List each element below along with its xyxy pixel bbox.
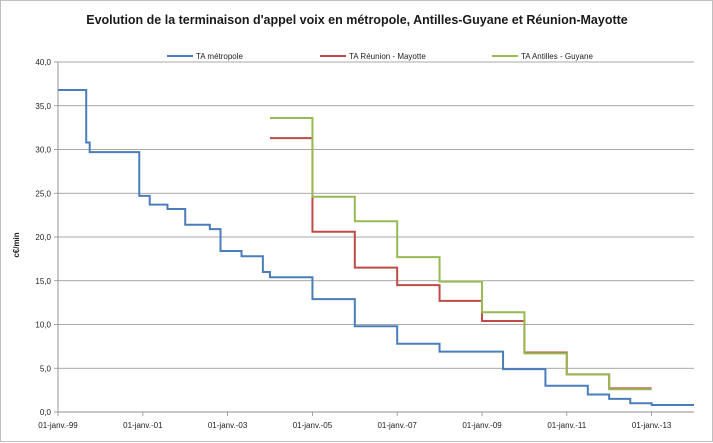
legend-label-2: TA Réunion - Mayotte — [349, 52, 426, 61]
axes-layer — [54, 61, 694, 416]
y-tick-label: 0,0 — [40, 408, 52, 417]
ticks-layer: 0,0 5,0 10,0 15,0 20,0 25,0 30,0 35,0 40,0 01-jan… — [35, 58, 671, 430]
series-line-3 — [269, 117, 652, 391]
series-layer — [58, 89, 694, 406]
x-tick-label: 01-janv.-07 — [377, 421, 417, 430]
x-tick-label: 01-janv.-05 — [293, 421, 333, 430]
y-tick-label: 40,0 — [35, 58, 51, 67]
y-tick-label: 15,0 — [35, 277, 51, 286]
y-axis-label: c€/min — [12, 232, 21, 257]
legend-label-1: TA métropole — [196, 52, 244, 61]
chart-title: Evolution de la terminaison d'appel voix… — [86, 13, 628, 27]
x-tick-label: 01-janv.-09 — [462, 421, 502, 430]
y-tick-label: 10,0 — [35, 321, 51, 330]
x-tick-label: 01-janv.-03 — [208, 421, 248, 430]
x-tick-label: 01-janv.-01 — [123, 421, 163, 430]
legend-label-3: TA Antilles - Guyane — [521, 52, 593, 61]
x-tick-label: 01-janv.-99 — [38, 421, 78, 430]
y-tick-label: 25,0 — [35, 189, 51, 198]
series-line-1 — [58, 89, 694, 406]
x-tick-label: 01-janv.-13 — [632, 421, 672, 430]
y-tick-label: 30,0 — [35, 146, 51, 155]
y-tick-label: 20,0 — [35, 233, 51, 242]
grid-layer — [58, 61, 694, 369]
legend-layer: TA métropole TA Réunion - Mayotte TA Antil… — [167, 52, 593, 61]
x-tick-label: 01-janv.-11 — [547, 421, 586, 430]
y-tick-label: 35,0 — [35, 102, 51, 111]
y-tick-label: 5,0 — [40, 364, 52, 373]
